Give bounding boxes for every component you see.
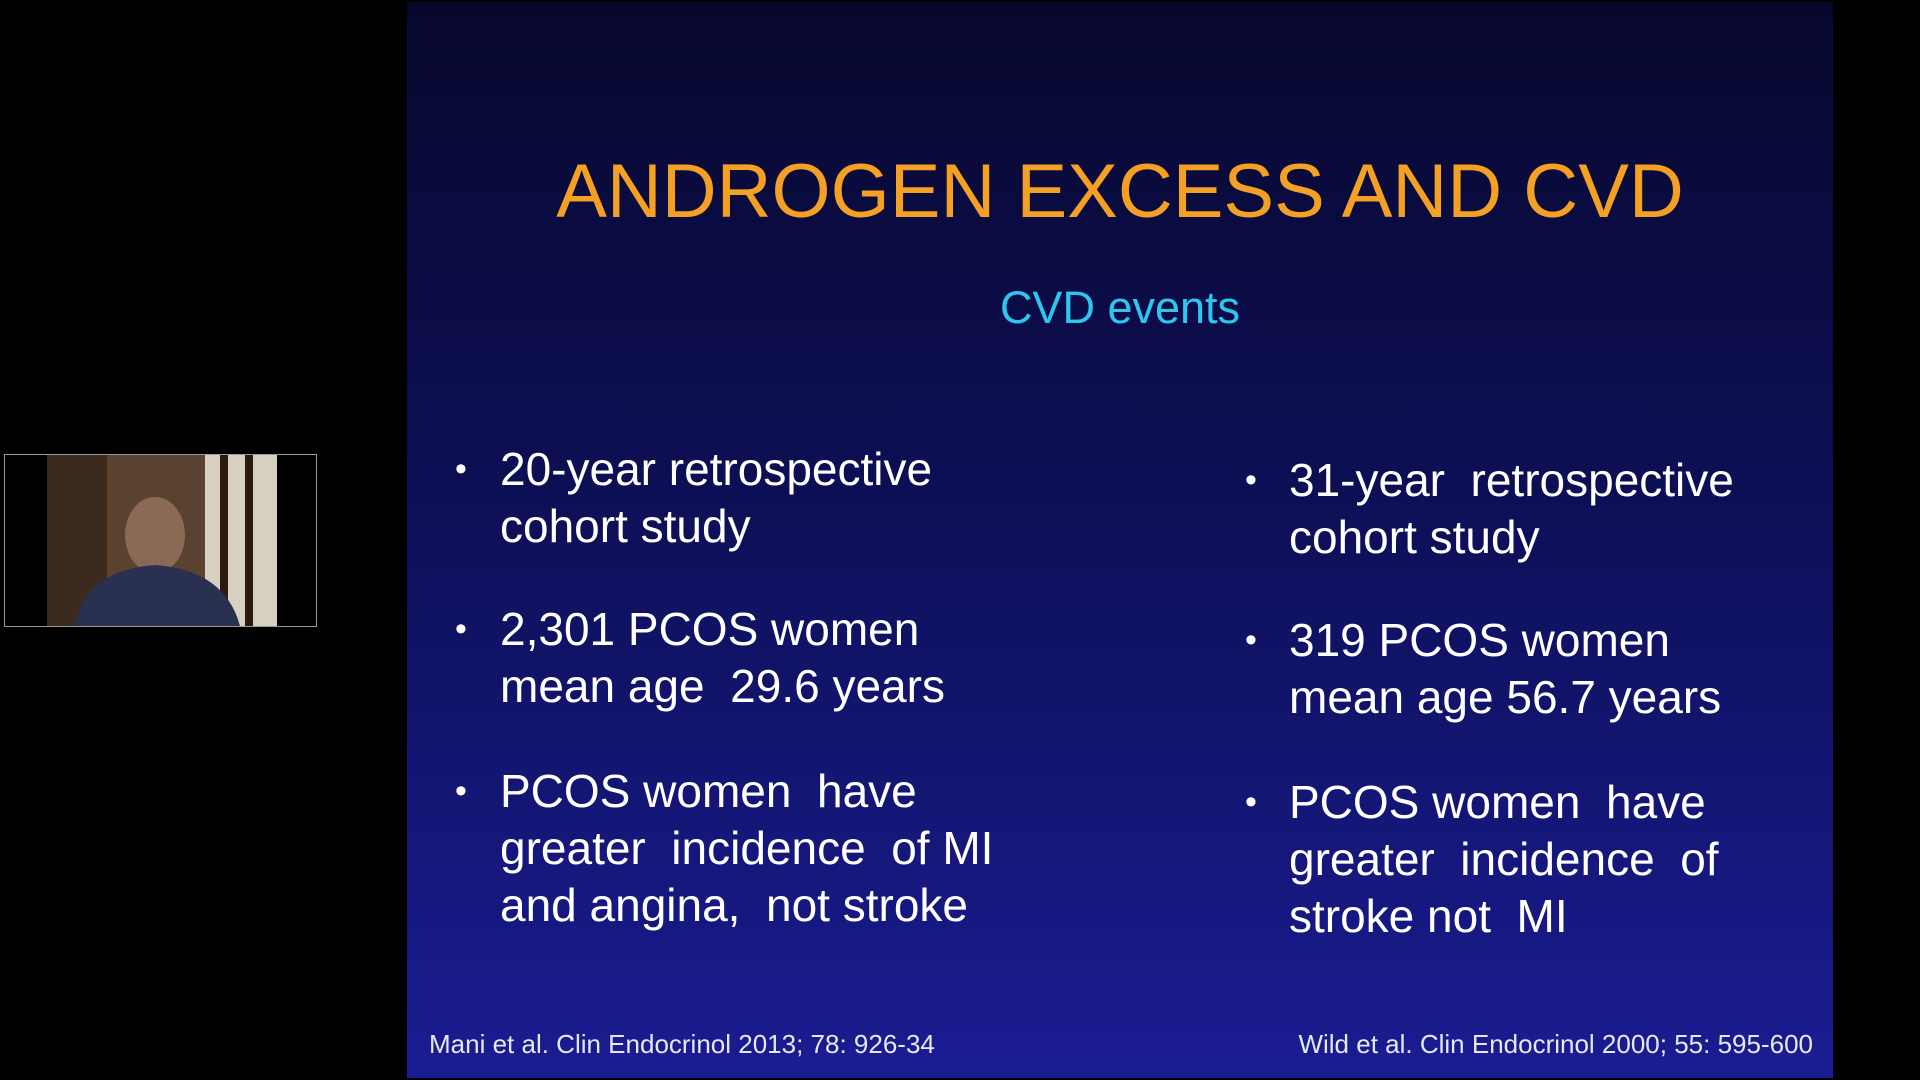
bullet-text: cohort study bbox=[500, 500, 751, 552]
bullet-text: PCOS women have bbox=[500, 765, 917, 817]
bullet-marker: • bbox=[1245, 461, 1257, 499]
citation: Wild et al. Clin Endocrinol 2000; 55: 59… bbox=[1298, 1029, 1813, 1059]
bullet-text: mean age 29.6 years bbox=[500, 660, 945, 712]
bullet-text: greater incidence of MI bbox=[500, 822, 994, 874]
bullet-text: 319 PCOS women bbox=[1289, 614, 1670, 666]
bullet-text: greater incidence of bbox=[1289, 833, 1719, 885]
citation: Mani et al. Clin Endocrinol 2013; 78: 92… bbox=[429, 1029, 935, 1059]
slide-title: ANDROGEN EXCESS AND CVD bbox=[556, 149, 1684, 234]
slide-subtitle: CVD events bbox=[999, 282, 1241, 333]
bullet-text: stroke not MI bbox=[1289, 890, 1568, 942]
bullet-marker: • bbox=[455, 450, 467, 488]
bullet-marker: • bbox=[1245, 621, 1257, 659]
video-thumbnail[interactable] bbox=[4, 454, 317, 627]
bullet-text: 20-year retrospective bbox=[500, 443, 933, 495]
bullet-text: PCOS women have bbox=[1289, 776, 1706, 828]
bullet-text: cohort study bbox=[1289, 511, 1540, 563]
bullet-marker: • bbox=[1245, 783, 1257, 821]
webcam-image bbox=[47, 455, 277, 626]
bullet-marker: • bbox=[455, 610, 467, 648]
bullet-marker: • bbox=[455, 772, 467, 810]
bullet-text: 31-year retrospective bbox=[1289, 454, 1734, 506]
slide: ANDROGEN EXCESS AND CVD CVD events • 20-y… bbox=[407, 2, 1833, 1078]
bullet-text: and angina, not stroke bbox=[500, 879, 968, 931]
bullet-text: mean age 56.7 years bbox=[1289, 671, 1722, 723]
bullet-text: 2,301 PCOS women bbox=[500, 603, 920, 655]
